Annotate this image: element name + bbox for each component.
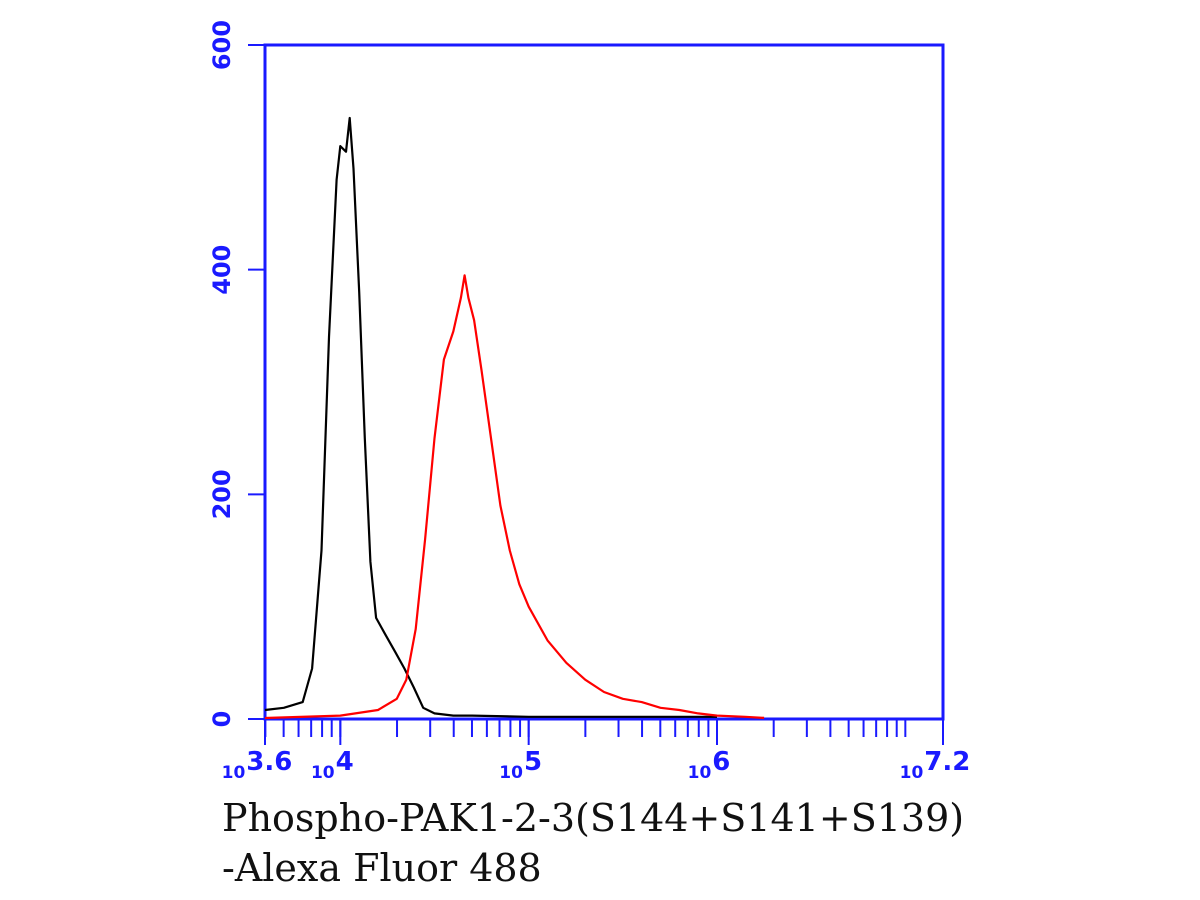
y-tick-label: 600 — [208, 20, 236, 70]
y-tick-label: 400 — [208, 245, 236, 295]
x-tick-label: 107.2 — [900, 747, 971, 783]
y-axis: 0 200 400 600 — [208, 20, 265, 727]
x-tick-label: 103.6 — [222, 747, 293, 783]
y-tick-label: 200 — [208, 469, 236, 519]
x-tick-label: 105 — [499, 747, 542, 783]
histogram-series-1 — [264, 274, 765, 720]
x-axis-label-line-1: Phospho-PAK1-2-3(S144+S141+S139) — [222, 796, 965, 840]
series-layer — [264, 116, 765, 720]
x-tick-label: 104 — [311, 747, 354, 783]
y-tick-label: 0 — [208, 711, 236, 728]
plot-frame — [263, 43, 945, 721]
x-axis-label-line-2: -Alexa Fluor 488 — [222, 846, 542, 890]
histogram-series-0 — [264, 116, 717, 718]
x-axis: 103.6 104 105 106 107.2 — [222, 719, 971, 783]
x-tick-label: 106 — [688, 747, 731, 783]
